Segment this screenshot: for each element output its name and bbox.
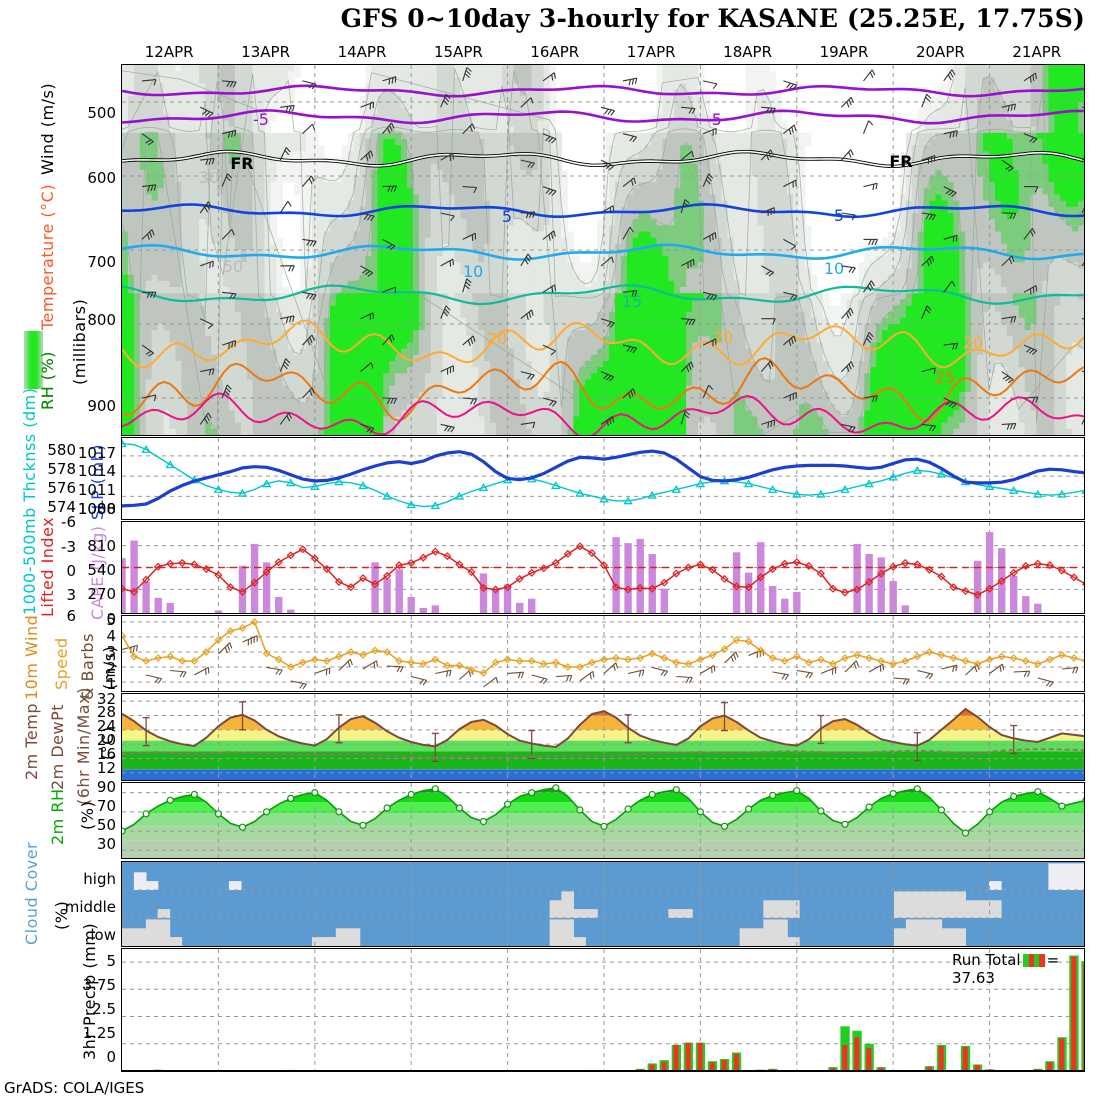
- label-wind-speed: Speed: [52, 637, 71, 690]
- date-label-19apr: 19APR: [819, 43, 869, 61]
- date-label-15apr: 15APR: [433, 43, 483, 61]
- ytick-cape-0: 1080: [77, 500, 116, 518]
- ytick-wind-3: 2: [106, 659, 116, 677]
- ytick-li-4: 6: [66, 607, 76, 625]
- ytick-slp-1008: 1008: [77, 500, 116, 518]
- run-total-equals: =: [1046, 951, 1060, 969]
- ytick-slp-1017: 1017: [77, 444, 116, 462]
- ytick-pressure-700: 700: [87, 253, 116, 271]
- ytick-rh-1: 70: [96, 797, 116, 815]
- panel-cloud-cover[interactable]: [121, 861, 1085, 947]
- label-wind-ms: Wind (m/s): [38, 82, 57, 175]
- ytick-cape-2: 540: [87, 561, 116, 579]
- ytick-precip-3: 1.25: [82, 1024, 116, 1042]
- ytick-cape-1: 810: [87, 537, 116, 555]
- label-10m-wind: 10m Wind: [22, 614, 41, 700]
- ytick-cloud-middle: middle: [64, 898, 116, 916]
- ytick-thickness-580: 580: [47, 441, 76, 459]
- ytick-temp-2: 24: [96, 717, 116, 735]
- ytick-wind-4: 1: [106, 675, 116, 693]
- label-2m-dewpt: 2m DewPt: [48, 703, 67, 790]
- ytick-thickness-578: 578: [47, 460, 76, 478]
- ytick-li-0: -6: [61, 513, 76, 531]
- ytick-temp-3: 20: [96, 731, 116, 749]
- ytick-temp-1: 28: [96, 703, 116, 721]
- ytick-wind-0: 5: [106, 611, 116, 629]
- ytick-pressure-600: 600: [87, 169, 116, 187]
- date-label-14apr: 14APR: [337, 43, 387, 61]
- panel-upper-air-cross-section[interactable]: -5 -5 FR FR 5 5 10 10 15 20 20 20 30 50 25: [121, 64, 1085, 436]
- date-label-13apr: 13APR: [241, 43, 290, 61]
- ytick-precip-0: 5: [106, 952, 116, 970]
- panel-3hr-precip[interactable]: [121, 948, 1085, 1072]
- ytick-precip-1: 3.75: [82, 976, 116, 994]
- ytick-rh-0: 90: [96, 778, 116, 796]
- ytick-cape-4: 0: [106, 610, 116, 628]
- label-temperature: Temperature (°C): [38, 183, 57, 330]
- ytick-thickness-574: 574: [47, 498, 76, 516]
- page-title: GFS 0~10day 3-hourly for KASANE (25.25E,…: [340, 4, 1085, 33]
- ytick-slp-1014: 1014: [77, 462, 116, 480]
- footer-credit: GrADS: COLA/IGES: [4, 1079, 145, 1097]
- ytick-li-3: 3: [66, 586, 76, 604]
- date-label-12apr: 12APR: [144, 43, 194, 61]
- ytick-li-2: 0: [66, 562, 76, 580]
- label-2m-rh: 2m RH: [48, 788, 67, 846]
- ytick-pressure-900: 900: [87, 397, 116, 415]
- ytick-precip-2: 2.5: [92, 1000, 116, 1018]
- panel-10m-wind[interactable]: [121, 615, 1085, 692]
- ytick-precip-4: 0: [106, 1048, 116, 1066]
- precip-legend-swatch: [1022, 954, 1045, 967]
- label-2m-temp: 2m Temp: [22, 703, 41, 780]
- date-label-21apr: 21APR: [1012, 43, 1062, 61]
- ytick-thickness-576: 576: [47, 479, 76, 497]
- ytick-cloud-high: high: [83, 870, 116, 888]
- ytick-pressure-500: 500: [87, 104, 116, 122]
- ytick-slp-1011: 1011: [77, 481, 116, 499]
- ytick-rh-3: 30: [96, 835, 116, 853]
- ytick-li-1: -3: [61, 538, 76, 556]
- ytick-temp-4: 16: [96, 745, 116, 763]
- panel-2m-rh[interactable]: [121, 782, 1085, 859]
- date-label-17apr: 17APR: [626, 43, 676, 61]
- run-total-value: 37.63: [952, 969, 995, 987]
- label-rh-percent-fg: RH (%): [38, 351, 57, 410]
- ytick-rh-2: 50: [96, 816, 116, 834]
- ytick-temp-5: 12: [96, 759, 116, 777]
- run-total-annotation: Run Total = 37.63: [952, 951, 1100, 987]
- panel-2m-temp-dewpoint[interactable]: [121, 693, 1085, 781]
- rh-legend-swatch: [24, 331, 43, 389]
- panel-slp-thickness[interactable]: [121, 437, 1085, 520]
- ytick-wind-1: 4: [106, 627, 116, 645]
- ytick-pressure-800: 800: [87, 311, 116, 329]
- panel-lifted-index-cape[interactable]: [121, 521, 1085, 614]
- ytick-cloud-low: low: [90, 926, 116, 944]
- date-label-16apr: 16APR: [530, 43, 580, 61]
- ytick-temp-0: 32: [96, 690, 116, 708]
- date-label-20apr: 20APR: [915, 43, 965, 61]
- date-label-18apr: 18APR: [723, 43, 772, 61]
- ytick-cape-3: 270: [87, 585, 116, 603]
- ytick-wind-2: 3: [106, 643, 116, 661]
- run-total-label: Run Total: [952, 951, 1021, 969]
